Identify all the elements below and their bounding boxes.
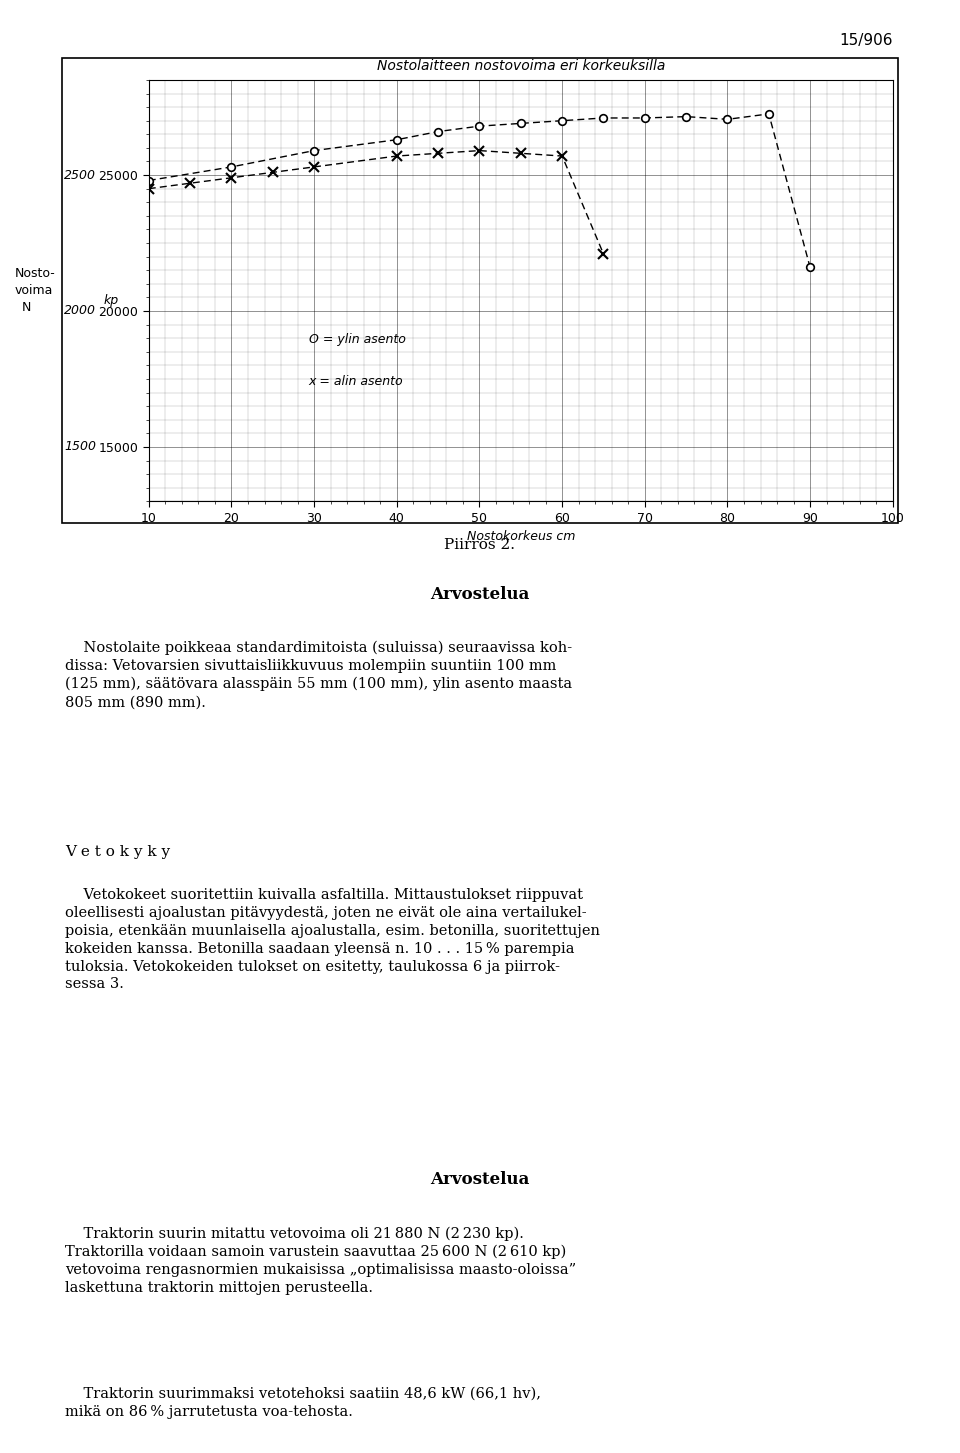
Text: Traktorin suurimmaksi vetotehoksi saatiin 48,6 kW (66,1 hv),
mikä on 86 % jarrut: Traktorin suurimmaksi vetotehoksi saatii… <box>65 1388 541 1418</box>
Text: V e t o k y k y: V e t o k y k y <box>65 844 171 859</box>
Text: Traktorin suurin mitattu vetovoima oli 21 880 N (2 230 kp).
Traktorilla voidaan : Traktorin suurin mitattu vetovoima oli 2… <box>65 1226 576 1295</box>
Text: Nosto-
voima
  N: Nosto- voima N <box>14 267 55 314</box>
Text: Nostolaite poikkeaa standardimitoista (suluissa) seuraavissa koh-
dissa: Vetovar: Nostolaite poikkeaa standardimitoista (s… <box>65 641 572 709</box>
Text: Vetokokeet suoritettiin kuivalla asfaltilla. Mittaustulokset riippuvat
oleellise: Vetokokeet suoritettiin kuivalla asfalti… <box>65 888 600 991</box>
Title: Nostolaitteen nostovoima eri korkeuksilla: Nostolaitteen nostovoima eri korkeuksill… <box>376 60 665 73</box>
Text: Arvostelua: Arvostelua <box>430 1171 530 1189</box>
Text: Arvostelua: Arvostelua <box>430 586 530 603</box>
Text: 2000: 2000 <box>64 305 96 318</box>
Text: 15/906: 15/906 <box>839 33 893 48</box>
Text: kp: kp <box>104 295 119 307</box>
Text: 2500: 2500 <box>64 169 96 182</box>
Text: x = alin asento: x = alin asento <box>309 375 403 388</box>
X-axis label: Nostokorkeus cm: Nostokorkeus cm <box>467 530 575 543</box>
Text: Piirros 2.: Piirros 2. <box>444 538 516 552</box>
Text: 1500: 1500 <box>64 440 96 453</box>
Text: O = ylin asento: O = ylin asento <box>309 333 406 346</box>
